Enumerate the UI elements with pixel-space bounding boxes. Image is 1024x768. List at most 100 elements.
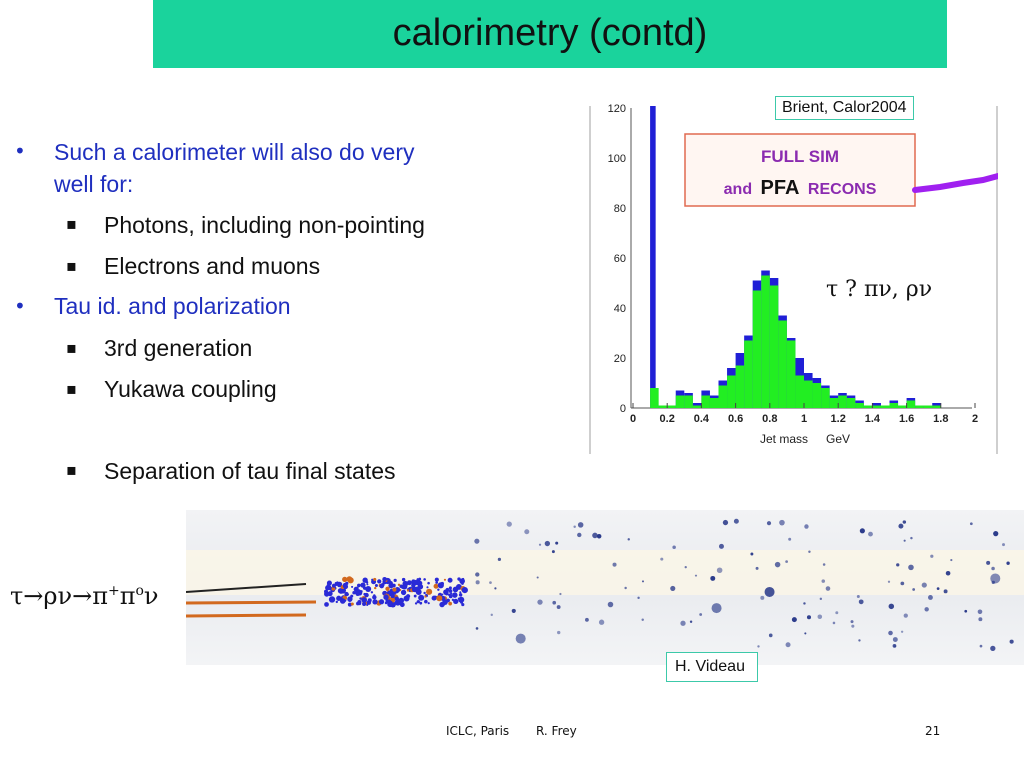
hit-dot: [868, 531, 873, 537]
hit-dot: [374, 583, 378, 588]
hit-dot: [858, 599, 864, 605]
hit-dot: [990, 645, 996, 652]
bullet-marker: •: [14, 294, 26, 318]
hit-dot: [339, 598, 346, 604]
hit-dot: [336, 581, 343, 588]
hit-dot: [475, 627, 479, 630]
hit-dot: [928, 595, 933, 600]
bar-green: [692, 405, 702, 408]
hit-dot: [900, 581, 905, 586]
bullet-calorimeter-line2: well for:: [54, 171, 134, 197]
hit-dot: [544, 540, 551, 547]
hit-dot: [442, 599, 448, 605]
hit-dot: [453, 598, 459, 605]
hit-dot: [384, 601, 388, 605]
hit-dot: [804, 632, 807, 635]
hit-dot: [888, 603, 895, 610]
hit-dot: [361, 597, 368, 603]
hit-dot: [414, 602, 418, 605]
y-tick-label: 60: [614, 253, 626, 265]
hit-dot: [378, 599, 385, 605]
hit-dot: [494, 587, 497, 590]
event-credit: H. Videau: [666, 652, 758, 682]
x-tick-label: 2: [972, 413, 978, 425]
hit-dot: [887, 580, 891, 583]
hit-dot: [598, 619, 605, 625]
hit-dot: [596, 533, 602, 539]
sub-bullet-marker: ▪: [66, 460, 77, 479]
hit-dot: [448, 601, 453, 606]
sub-bullet-yukawa: Yukawa coupling: [104, 376, 277, 402]
bar-green: [804, 380, 813, 408]
bar-green: [821, 388, 830, 408]
hit-dot: [856, 595, 860, 599]
hit-dot: [577, 532, 582, 538]
decay-chain-zero: o: [135, 583, 144, 599]
hit-dot: [489, 581, 492, 585]
hit-dot: [660, 557, 664, 561]
bar-blue: [650, 106, 656, 408]
hit-dot: [888, 630, 893, 636]
bar-green: [658, 405, 668, 408]
hit-dot: [910, 536, 913, 540]
hit-dot: [402, 580, 409, 587]
hit-dot: [364, 592, 369, 598]
annotation-pfa: PFA: [761, 177, 800, 199]
hit-dot: [892, 637, 898, 642]
bar-green: [863, 405, 873, 408]
bar-green: [650, 388, 659, 408]
hit-dot: [367, 598, 372, 603]
bar-green: [744, 340, 753, 408]
hit-dot: [930, 554, 934, 558]
hit-dot: [460, 600, 464, 604]
hit-dot: [788, 537, 792, 541]
bar-green: [752, 290, 762, 408]
hit-dot: [328, 596, 336, 603]
hit-dot: [537, 599, 543, 605]
track-black: [186, 583, 307, 593]
decay-chain-plus: +: [107, 583, 120, 599]
hit-dot: [760, 595, 765, 600]
hit-dot: [362, 577, 368, 583]
hit-dot: [461, 602, 465, 607]
hit-dot: [360, 582, 366, 588]
hit-dot: [356, 601, 360, 606]
hit-dot: [585, 617, 589, 622]
hit-dot: [461, 587, 468, 594]
hit-dot: [768, 633, 773, 638]
hit-dot: [524, 529, 530, 535]
event-display-image: [186, 510, 1024, 665]
sub-bullet-marker: ▪: [66, 256, 77, 275]
bar-green: [880, 405, 890, 408]
hit-dot: [991, 580, 995, 585]
hit-dot: [785, 560, 788, 563]
event-band: [186, 550, 1024, 595]
hit-dot: [366, 603, 369, 606]
hit-dot: [894, 645, 897, 648]
track-orange-2: [186, 613, 307, 618]
bar-green: [838, 395, 847, 408]
hit-dot: [342, 576, 348, 582]
hit-dot: [385, 586, 390, 591]
hit-dot: [347, 596, 353, 602]
hit-dot: [435, 581, 439, 584]
title-bar: calorimetry (contd): [153, 0, 947, 68]
hit-dot: [413, 594, 417, 598]
hit-dot: [556, 605, 561, 609]
hit-dot: [359, 597, 362, 600]
hit-dot: [506, 521, 512, 527]
hit-dot: [392, 587, 397, 592]
hit-dot: [379, 583, 385, 589]
bar-green: [727, 375, 736, 408]
annotation-box: [684, 133, 916, 207]
hit-dot: [819, 597, 823, 601]
hit-dot: [832, 621, 836, 625]
annotation-recons: RECONS: [808, 181, 877, 198]
hit-dot: [448, 593, 451, 597]
hit-dot: [355, 586, 359, 590]
hit-dot: [335, 600, 338, 604]
annotation-and: and: [724, 181, 752, 198]
bar-green: [709, 398, 719, 408]
hit-dot: [324, 591, 330, 597]
hit-dot: [627, 538, 630, 541]
